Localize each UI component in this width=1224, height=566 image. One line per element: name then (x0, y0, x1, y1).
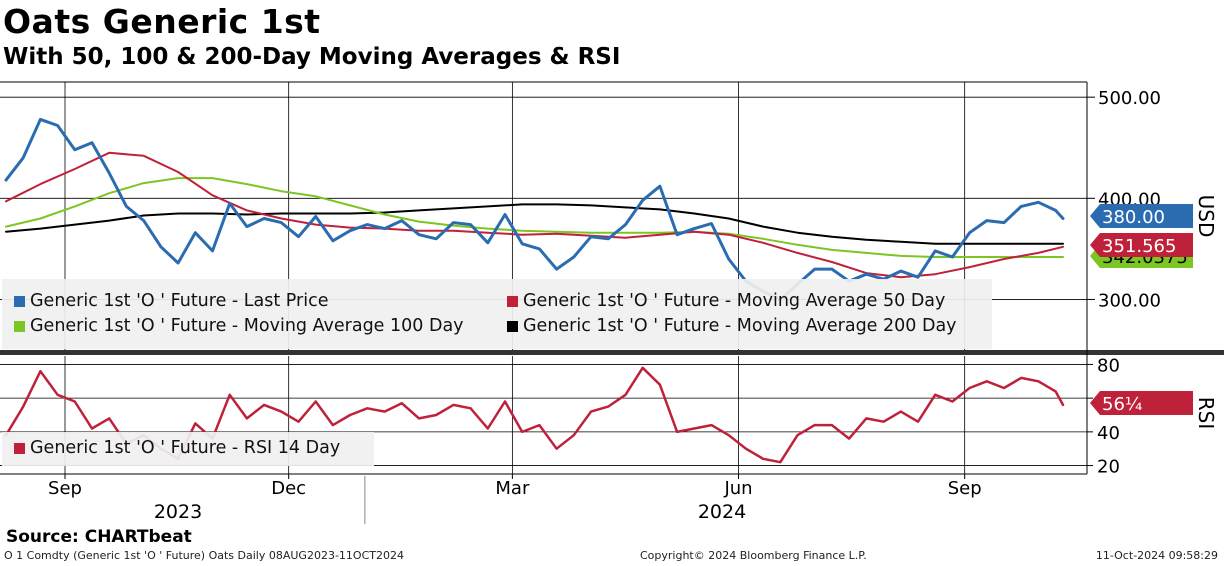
legend-item-ma200: Generic 1st 'O ' Future - Moving Average… (507, 316, 957, 336)
source-label: Source: CHARTbeat (6, 527, 192, 547)
price-last-tag-text: 380.00 (1102, 207, 1165, 228)
ma200-line (5, 203, 1064, 245)
price-ytick-label-2: 500.00 (1098, 88, 1161, 109)
legend-item-rsi: Generic 1st 'O ' Future - RSI 14 Day (14, 438, 340, 458)
legend-swatch-ma200 (507, 320, 518, 332)
x-month-label-2: Mar (495, 478, 530, 499)
x-month-label-4: Sep (948, 478, 982, 499)
ma50-last-tag-bg (1090, 233, 1193, 257)
price-legend: Generic 1st 'O ' Future - Last Price Gen… (2, 279, 992, 349)
rsi-ytick-label-3: 80 (1097, 355, 1120, 376)
price-line (4, 117, 1065, 301)
price-axis-label: USD (1194, 195, 1218, 238)
rsi-axis-label: RSI (1194, 397, 1218, 430)
x-month-label-1: Dec (271, 478, 306, 499)
rsi-last-tag: 56¼ (1090, 391, 1193, 415)
rsi-last-tag-bg (1090, 391, 1193, 415)
legend-item-ma100: Generic 1st 'O ' Future - Moving Average… (14, 316, 464, 336)
legend-label-ma100: Generic 1st 'O ' Future - Moving Average… (30, 316, 464, 336)
rsi-ytick-label-0: 20 (1097, 457, 1120, 478)
legend-label-ma50: Generic 1st 'O ' Future - Moving Average… (523, 291, 946, 311)
legend-swatch-rsi (14, 442, 25, 454)
price-last-tag-bg (1090, 204, 1193, 228)
price-last-tag: 380.00 (1090, 204, 1193, 228)
legend-swatch-ma100 (14, 320, 25, 332)
legend-swatch-ma50 (507, 295, 518, 307)
panel-divider (0, 350, 1224, 355)
chart-subtitle: With 50, 100 & 200-Day Moving Averages &… (3, 44, 621, 70)
legend-label-ma200: Generic 1st 'O ' Future - Moving Average… (523, 316, 957, 336)
legend-swatch-price (14, 295, 25, 307)
legend-item-ma50: Generic 1st 'O ' Future - Moving Average… (507, 291, 945, 311)
rsi-last-tag-text: 56¼ (1102, 394, 1142, 415)
x-year-label-2024: 2024 (698, 501, 746, 523)
footer-timestamp: 11-Oct-2024 09:58:29 (1095, 549, 1218, 562)
footer-copyright: Copyright© 2024 Bloomberg Finance L.P. (640, 549, 867, 562)
ma50-line (5, 151, 1064, 279)
legend-label-price: Generic 1st 'O ' Future - Last Price (30, 291, 329, 311)
legend-label-rsi: Generic 1st 'O ' Future - RSI 14 Day (30, 438, 341, 458)
price-ytick-label-0: 300.00 (1098, 290, 1161, 311)
x-month-label-3: Jun (723, 478, 752, 499)
x-year-label-2023: 2023 (154, 501, 202, 523)
ma100-line (5, 177, 1064, 258)
rsi-legend: Generic 1st 'O ' Future - RSI 14 Day (2, 432, 374, 466)
footer-ticker-info: O 1 Comdty (Generic 1st 'O ' Future) Oat… (4, 549, 404, 562)
legend-item-price: Generic 1st 'O ' Future - Last Price (14, 291, 329, 311)
ma50-last-tag-text: 351.565 (1102, 236, 1176, 257)
chart-title: Oats Generic 1st (3, 2, 321, 41)
rsi-ytick-label-1: 40 (1097, 423, 1120, 444)
ma50-last-tag: 351.565 (1090, 233, 1193, 257)
x-month-label-0: Sep (48, 478, 82, 499)
